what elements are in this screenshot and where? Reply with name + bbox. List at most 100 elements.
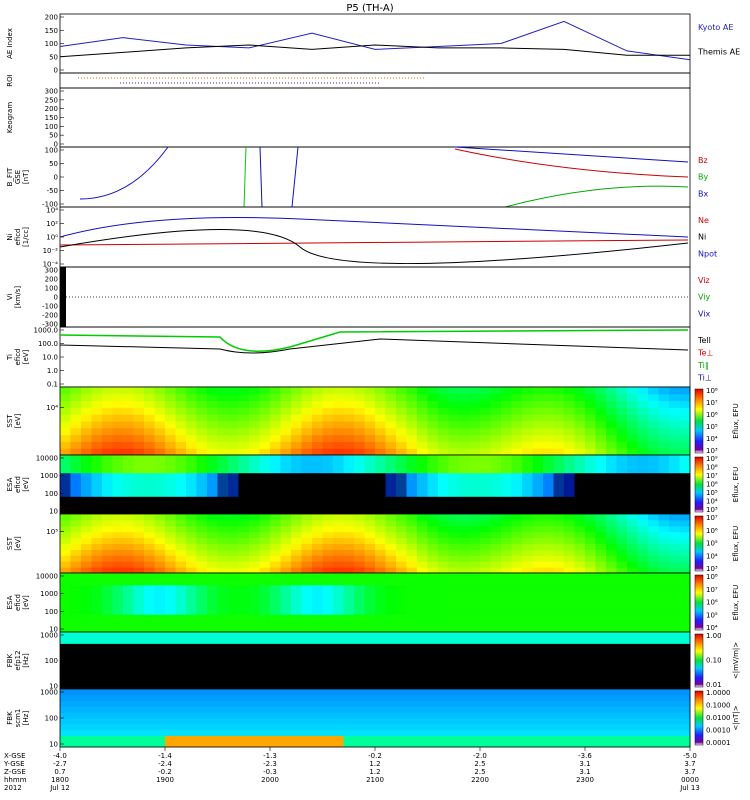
heatmap-cell bbox=[585, 602, 596, 609]
heatmap-cell bbox=[343, 637, 355, 644]
heatmap-cell bbox=[469, 683, 481, 690]
heatmap-cell bbox=[91, 614, 103, 621]
heatmap-cell bbox=[511, 649, 523, 656]
heatmap-cell bbox=[648, 700, 659, 707]
heatmap-cell bbox=[280, 502, 292, 509]
heatmap-cell bbox=[112, 660, 124, 667]
heatmap-cell bbox=[364, 620, 376, 627]
heatmap-cell bbox=[417, 608, 428, 615]
heatmap-cell bbox=[144, 490, 155, 497]
heatmap-cell bbox=[490, 741, 502, 748]
heatmap-cell bbox=[123, 502, 134, 509]
heatmap-cell bbox=[112, 543, 124, 550]
heatmap-cell bbox=[186, 561, 197, 568]
heatmap-cell bbox=[301, 472, 313, 480]
heatmap-cell bbox=[301, 427, 313, 436]
heatmap-cell bbox=[511, 448, 523, 456]
heatmap-cell bbox=[259, 549, 271, 556]
heatmap-cell bbox=[658, 626, 670, 633]
heatmap-cell bbox=[354, 712, 365, 719]
heatmap-cell bbox=[637, 723, 649, 731]
time-tick-label: Jul 12 bbox=[49, 784, 70, 792]
heatmap-cell bbox=[291, 387, 302, 395]
heatmap-cell bbox=[459, 718, 470, 725]
heatmap-cell bbox=[102, 561, 113, 568]
heatmap-cell bbox=[469, 400, 481, 408]
heatmap-cell bbox=[469, 689, 481, 696]
heatmap-cell bbox=[406, 427, 418, 436]
heatmap-cell bbox=[448, 700, 460, 707]
heatmap-cell bbox=[301, 614, 313, 621]
heatmap-cell bbox=[228, 602, 239, 609]
heatmap-cell bbox=[175, 478, 187, 485]
heatmap-cell bbox=[238, 643, 250, 650]
heatmap-cell bbox=[186, 706, 197, 713]
heatmap-cell bbox=[658, 694, 670, 702]
heatmap-cell bbox=[186, 700, 197, 707]
heatmap-cell bbox=[490, 490, 502, 497]
heatmap-cell bbox=[217, 741, 229, 748]
colorbar-tick: 0.0100 bbox=[706, 714, 731, 722]
heatmap-cell bbox=[511, 723, 523, 731]
heatmap-cell bbox=[301, 455, 313, 462]
colorbar-tick: 0.01 bbox=[706, 681, 722, 689]
heatmap-cell bbox=[574, 578, 586, 586]
heatmap-cell bbox=[249, 434, 260, 442]
heatmap-cell bbox=[343, 723, 355, 731]
heatmap-cell bbox=[186, 400, 197, 408]
heatmap-cell bbox=[669, 555, 680, 562]
heatmap-cell bbox=[60, 561, 71, 568]
heatmap-cell bbox=[81, 514, 92, 521]
heatmap-cell bbox=[648, 677, 659, 684]
heatmap-cell bbox=[511, 502, 523, 509]
heatmap-cell bbox=[81, 543, 92, 550]
heatmap-cell bbox=[553, 626, 565, 633]
heatmap-cell bbox=[238, 706, 250, 713]
heatmap-cell bbox=[291, 490, 302, 497]
heatmap-cell bbox=[102, 660, 113, 667]
heatmap-cell bbox=[585, 578, 596, 586]
heatmap-cell bbox=[396, 514, 407, 521]
heatmap-cell bbox=[574, 393, 586, 402]
heatmap-cell bbox=[469, 508, 481, 515]
heatmap-cell bbox=[259, 578, 271, 586]
heatmap-cell bbox=[511, 472, 523, 480]
heatmap-cell bbox=[543, 729, 554, 736]
heatmap-cell bbox=[553, 632, 565, 639]
heatmap-cell bbox=[291, 514, 302, 521]
heatmap-cell bbox=[217, 508, 229, 515]
by-spike bbox=[243, 146, 247, 208]
heatmap-cell bbox=[501, 590, 512, 598]
heatmap-cell bbox=[448, 671, 460, 679]
heatmap-cell bbox=[238, 400, 250, 408]
heatmap-cell bbox=[501, 666, 512, 673]
heatmap-cell bbox=[669, 700, 680, 707]
heatmap-cell bbox=[469, 502, 481, 509]
heatmap-cell bbox=[322, 677, 334, 684]
heatmap-cell bbox=[322, 626, 334, 633]
heatmap-cell bbox=[196, 478, 208, 485]
heatmap-cell bbox=[469, 584, 481, 592]
heatmap-cell bbox=[532, 414, 544, 422]
heatmap-cell bbox=[333, 549, 344, 556]
heatmap-cell bbox=[438, 514, 449, 521]
heatmap-cell bbox=[417, 706, 428, 713]
heatmap-cell bbox=[574, 626, 586, 633]
heatmap-cell bbox=[333, 608, 344, 615]
heatmap-cell bbox=[585, 555, 596, 562]
heatmap-cell bbox=[91, 671, 103, 679]
heatmap-cell bbox=[207, 472, 218, 480]
heatmap-cell bbox=[123, 614, 134, 621]
heatmap-cell bbox=[301, 660, 313, 667]
heatmap-cell bbox=[532, 741, 544, 748]
heatmap-cell bbox=[175, 427, 187, 436]
heatmap-cell bbox=[165, 466, 176, 474]
heatmap-cell bbox=[406, 637, 418, 644]
heatmap-cell bbox=[102, 649, 113, 656]
heatmap-cell bbox=[81, 434, 92, 442]
colorbar-label: Eflux, EFU bbox=[732, 467, 740, 502]
heatmap-cell bbox=[669, 671, 680, 679]
heatmap-cell bbox=[123, 637, 134, 644]
y-tick-label: 0 bbox=[54, 294, 58, 302]
heatmap-cell bbox=[543, 649, 554, 656]
